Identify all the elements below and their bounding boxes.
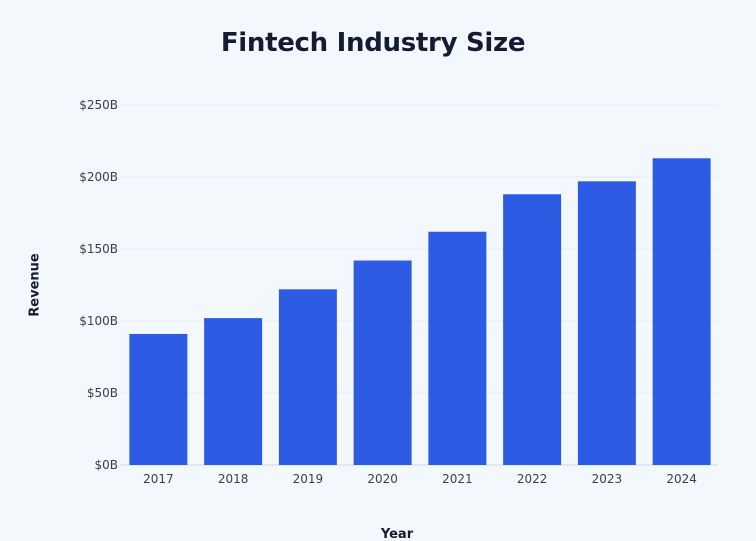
y-tick-label: $0B — [94, 458, 118, 472]
x-tick-label: 2017 — [143, 472, 174, 486]
x-tick-label: 2020 — [367, 472, 398, 486]
x-tick-label: 2022 — [517, 472, 548, 486]
x-axis-label: Year — [380, 527, 414, 541]
y-tick-label: $250B — [79, 98, 118, 112]
bar-2017 — [129, 333, 188, 465]
bar-2023 — [577, 181, 636, 465]
x-tick-label: 2019 — [293, 472, 324, 486]
bar-2021 — [428, 231, 487, 465]
bar-2019 — [278, 289, 337, 465]
bar-2022 — [503, 194, 562, 465]
x-tick-label: 2018 — [218, 472, 249, 486]
bar-2018 — [204, 318, 263, 465]
y-tick-label: $200B — [79, 170, 118, 184]
x-tick-label: 2021 — [442, 472, 473, 486]
y-tick-label: $100B — [79, 314, 118, 328]
chart-title: Fintech Industry Size — [220, 28, 526, 58]
y-tick-label: $50B — [87, 386, 118, 400]
x-tick-label: 2023 — [592, 472, 623, 486]
bar-2024 — [652, 158, 711, 465]
bar-2020 — [353, 260, 412, 465]
x-tick-label: 2024 — [666, 472, 697, 486]
y-tick-label: $150B — [79, 242, 118, 256]
